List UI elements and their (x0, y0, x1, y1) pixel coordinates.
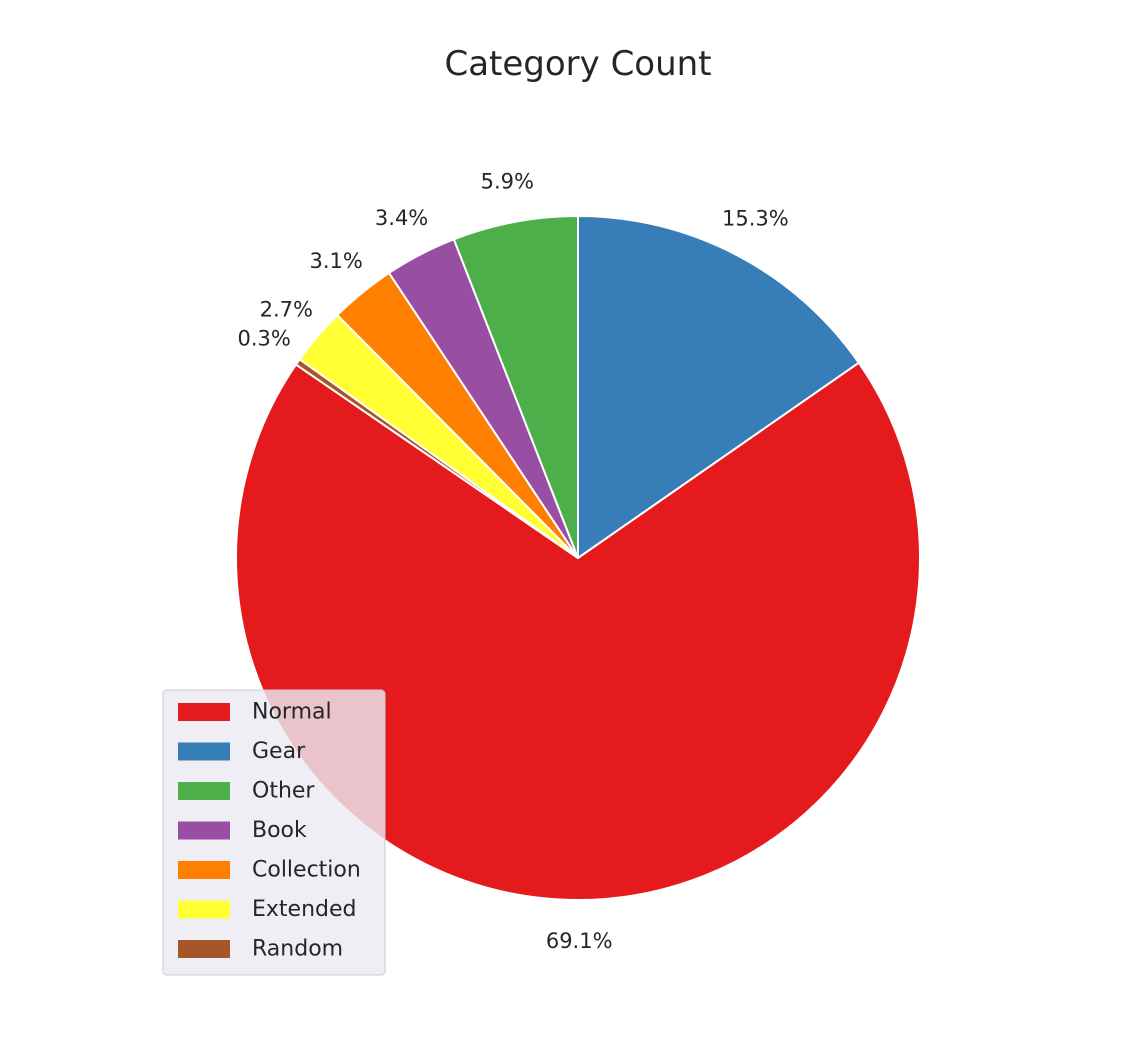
pct-label-gear: 15.3% (722, 207, 789, 231)
legend-swatch-gear (178, 742, 230, 761)
legend-swatch-other (178, 782, 230, 800)
legend-label-gear: Gear (252, 739, 306, 764)
legend-label-random: Random (252, 937, 343, 962)
pct-label-other: 5.9% (481, 170, 534, 194)
legend-items: Normal Gear Other Book Collection Extended Ran… (178, 700, 361, 962)
legend-swatch-extended (178, 900, 230, 919)
legend: Normal Gear Other Book Collection Extended Ran… (162, 689, 386, 976)
legend-label-extended: Extended (252, 897, 357, 922)
pct-label-extended: 2.7% (260, 298, 313, 322)
legend-swatch-normal (178, 703, 230, 721)
legend-label-normal: Normal (252, 700, 332, 725)
pct-label-collection: 3.1% (310, 249, 363, 273)
chart-title: Category Count (444, 44, 711, 84)
pie-slices (235, 215, 921, 901)
legend-label-other: Other (252, 779, 315, 804)
legend-label-book: Book (252, 818, 307, 843)
pct-label-random: 0.3% (238, 326, 291, 350)
pie-slice-gear (577, 215, 860, 559)
legend-swatch-random (178, 940, 230, 958)
pie-slice-normal (235, 361, 921, 901)
legend-swatch-book (178, 821, 230, 840)
pie-slice-other (452, 215, 579, 559)
pct-label-normal: 69.1% (546, 929, 613, 953)
pct-label-book: 3.4% (375, 206, 428, 230)
pie-percent-labels: 15.3% 69.1% 0.3% 2.7% 3.1% 3.4% 5.9% (238, 170, 789, 954)
legend-swatch-collection (178, 861, 230, 879)
legend-label-collection: Collection (252, 858, 361, 883)
